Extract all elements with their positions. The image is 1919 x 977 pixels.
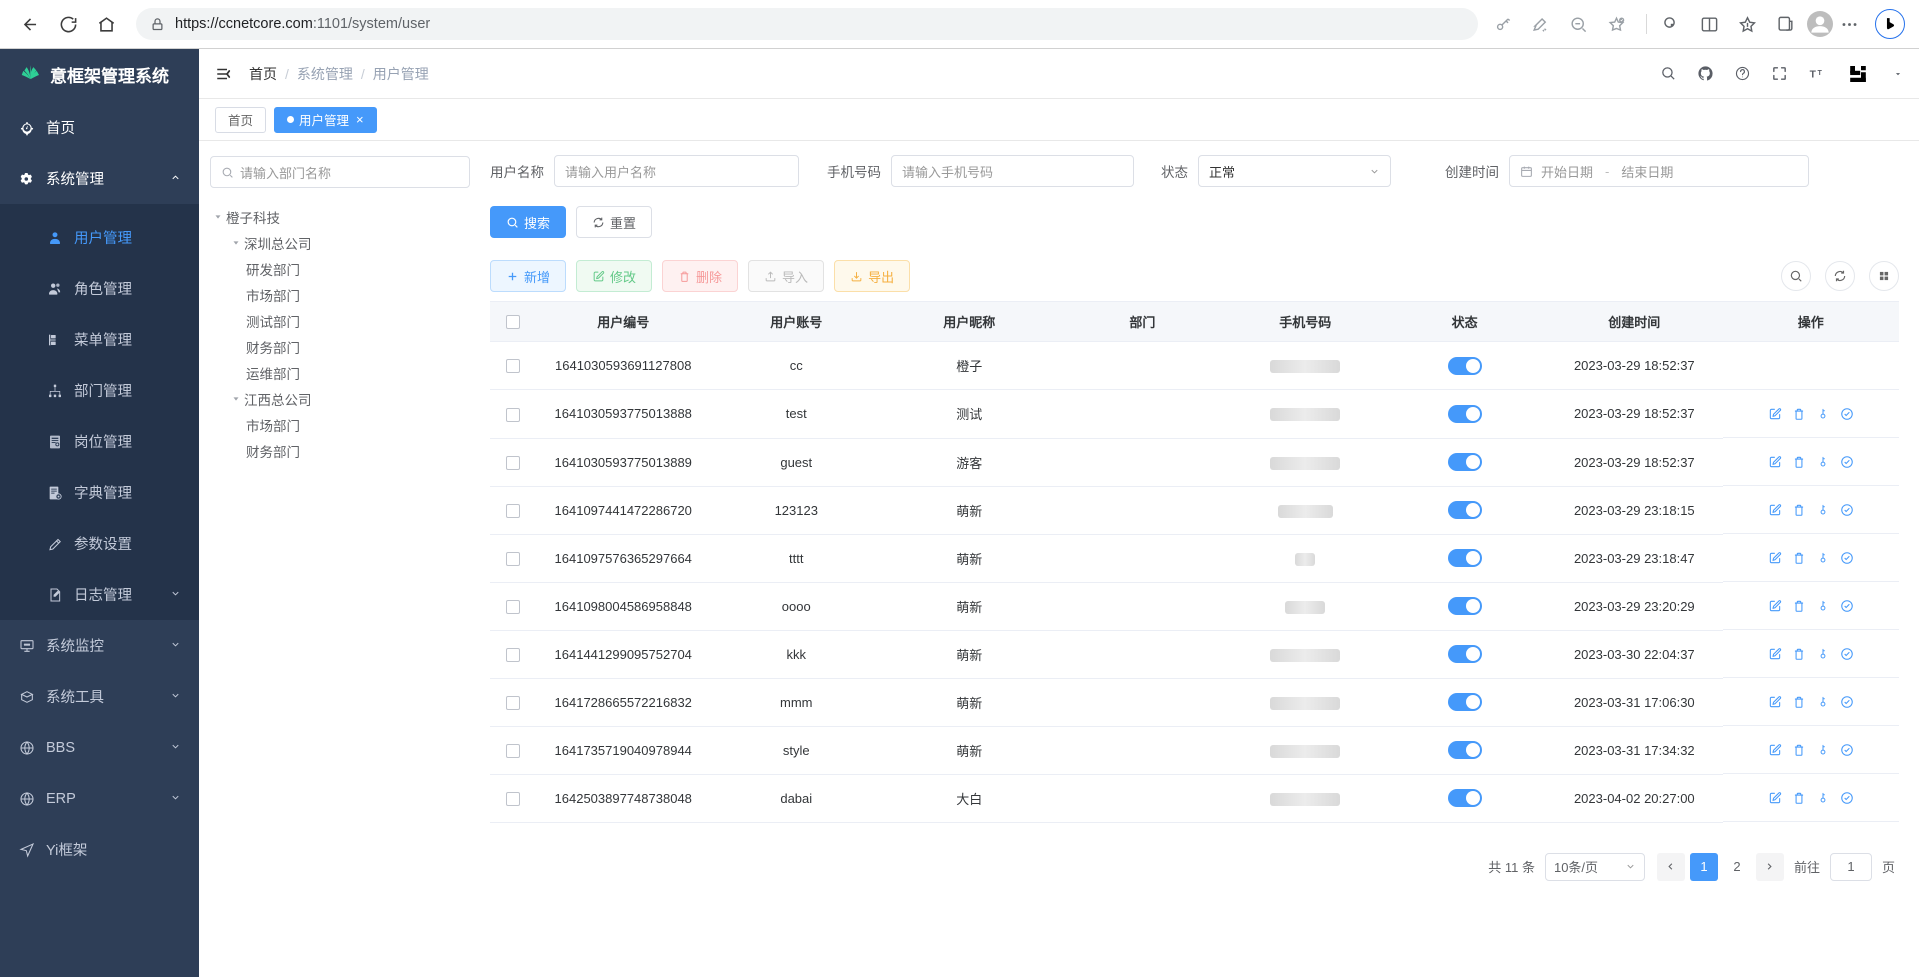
svg-text:T: T [1818,69,1823,77]
svg-text:T: T [1810,69,1817,80]
